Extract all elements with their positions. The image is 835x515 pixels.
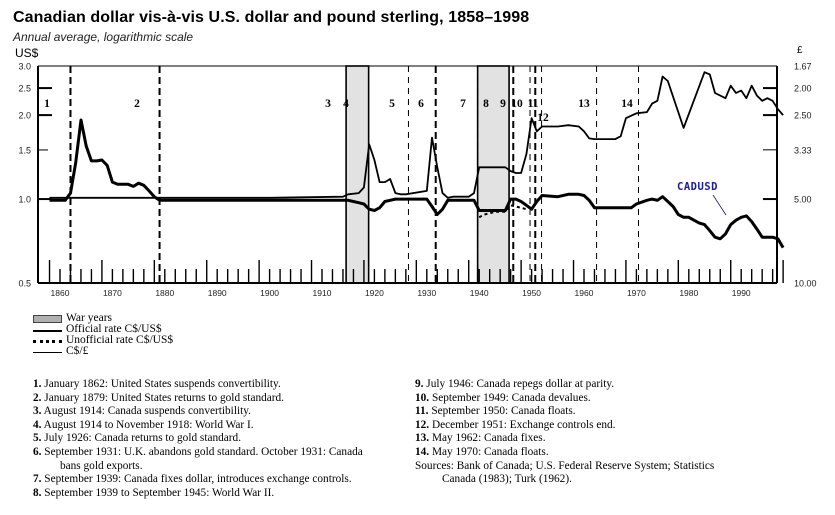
event-label: 10	[511, 98, 523, 110]
series-line	[49, 118, 785, 249]
exchange-rate-chart: 3.0 2.5 2.0 1.5 1.0 0.5 1.67 2.00 2.50 3.33 5.00 10…	[18, 62, 816, 299]
svg-text:1930: 1930	[417, 288, 436, 298]
chart-subtitle: Annual average, logarithmic scale	[13, 30, 194, 44]
note-2: 2. January 1879: United States returns t…	[33, 391, 285, 404]
note-3: 3. August 1914: Canada suspends converti…	[33, 405, 251, 418]
event-label: 11	[528, 98, 539, 110]
note-9: 9. July 1946: Canada repegs dollar at pa…	[415, 378, 615, 390]
event-notes-right: 9. July 1946: Canada repegs dollar at pa…	[415, 378, 815, 487]
event-notes-left: 1. January 1862: United States suspends …	[33, 378, 403, 500]
svg-text:1860: 1860	[51, 288, 70, 298]
svg-text:1940: 1940	[470, 288, 489, 298]
note-12: 12. December 1951: Exchange controls end…	[415, 418, 616, 431]
cadusd-annotation: CADUSD	[677, 181, 727, 216]
event-label: 12	[537, 112, 549, 124]
svg-text:1870: 1870	[103, 288, 122, 298]
sources-continued: Canada (1983); Turk (1962).	[442, 473, 572, 486]
svg-text:1900: 1900	[260, 288, 279, 298]
event-label: 2	[134, 98, 140, 110]
svg-text:2.00: 2.00	[794, 84, 812, 94]
svg-text:3.33: 3.33	[794, 145, 812, 155]
war-years-swatch-icon	[33, 314, 62, 323]
svg-text:2.0: 2.0	[18, 111, 31, 121]
chart-legend: War years Official rate C$/US$ Unofficia…	[33, 312, 174, 357]
event-label: 6	[418, 98, 424, 110]
svg-text:1980: 1980	[679, 288, 698, 298]
dotted-line-swatch-icon	[33, 337, 62, 345]
svg-text:1920: 1920	[365, 288, 384, 298]
x-axis-ticks	[48, 260, 784, 283]
note-7: 7. September 1939: Canada fixes dollar, …	[33, 473, 352, 486]
series-line	[49, 71, 784, 199]
legend-label: Unofficial rate C$/US$	[66, 334, 174, 346]
note-4: 4. August 1914 to November 1918: World W…	[33, 418, 254, 431]
event-label: 3	[325, 98, 331, 110]
svg-text:1950: 1950	[522, 288, 541, 298]
svg-text:1880: 1880	[155, 288, 174, 298]
event-label: 1	[44, 98, 50, 110]
svg-text:5.00: 5.00	[794, 195, 812, 205]
svg-text:1990: 1990	[732, 288, 751, 298]
event-label: 13	[578, 98, 590, 110]
note-6-continued: bans gold exports.	[60, 459, 143, 472]
note-1: 1. January 1862: United States suspends …	[33, 378, 281, 390]
sources: Sources: Bank of Canada; U.S. Federal Re…	[415, 459, 715, 472]
note-13: 13. May 1962: Canada fixes.	[415, 432, 546, 445]
solid-line-swatch-icon	[33, 326, 62, 334]
chart-title: Canadian dollar vis-à-vis U.S. dollar an…	[13, 9, 530, 26]
legend-item-war-years: War years	[33, 312, 173, 324]
note-5: 5. July 1926: Canada returns to gold sta…	[33, 432, 242, 445]
note-14: 14. May 1970: Canada floats.	[415, 445, 549, 458]
event-label: 14	[621, 98, 633, 110]
thin-line-swatch-icon	[33, 348, 62, 356]
event-label: 9	[500, 98, 506, 110]
event-marker-lines	[69, 66, 639, 283]
legend-item-unofficial-rate: Unofficial rate C$/US$	[33, 334, 174, 346]
legend-item-official-rate: Official rate C$/US$	[33, 323, 173, 335]
svg-text:0.5: 0.5	[18, 279, 31, 289]
legend-label: Official rate C$/US$	[66, 323, 162, 335]
svg-text:1910: 1910	[313, 288, 332, 298]
svg-text:2.5: 2.5	[18, 84, 31, 94]
legend-label: C$/£	[66, 345, 89, 357]
svg-text:2.50: 2.50	[794, 111, 812, 121]
legend-label: War years	[66, 312, 113, 324]
event-label: 7	[460, 98, 466, 110]
plot-frame	[37, 65, 778, 284]
note-10: 10. September 1949: Canada devalues.	[415, 391, 591, 404]
event-label: 5	[389, 98, 395, 110]
svg-text:1970: 1970	[627, 288, 646, 298]
svg-text:1960: 1960	[575, 288, 594, 298]
right-axis-unit: £	[797, 45, 803, 56]
series-lines	[49, 71, 785, 249]
svg-text:1.5: 1.5	[18, 145, 31, 155]
svg-text:3.0: 3.0	[18, 62, 31, 72]
note-8: 8. September 1939 to September 1945: Wor…	[33, 486, 275, 499]
note-11: 11. September 1950: Canada floats.	[415, 405, 576, 418]
axis-tick-labels: 3.0 2.5 2.0 1.5 1.0 0.5 1.67 2.00 2.50 3.33 5.00 10…	[18, 62, 816, 299]
series-line	[478, 204, 527, 219]
svg-text:1890: 1890	[208, 288, 227, 298]
svg-text:1.0: 1.0	[18, 195, 31, 205]
event-label: 4	[343, 98, 349, 110]
svg-text:10.00: 10.00	[794, 279, 817, 289]
left-axis-unit: US$	[15, 46, 39, 60]
note-6: 6. September 1931: U.K. abandons gold st…	[33, 445, 363, 458]
cadusd-label: CADUSD	[677, 181, 718, 193]
event-label: 8	[483, 98, 489, 110]
svg-text:1.67: 1.67	[794, 62, 812, 72]
legend-item-pound-rate: C$/£	[33, 345, 173, 357]
